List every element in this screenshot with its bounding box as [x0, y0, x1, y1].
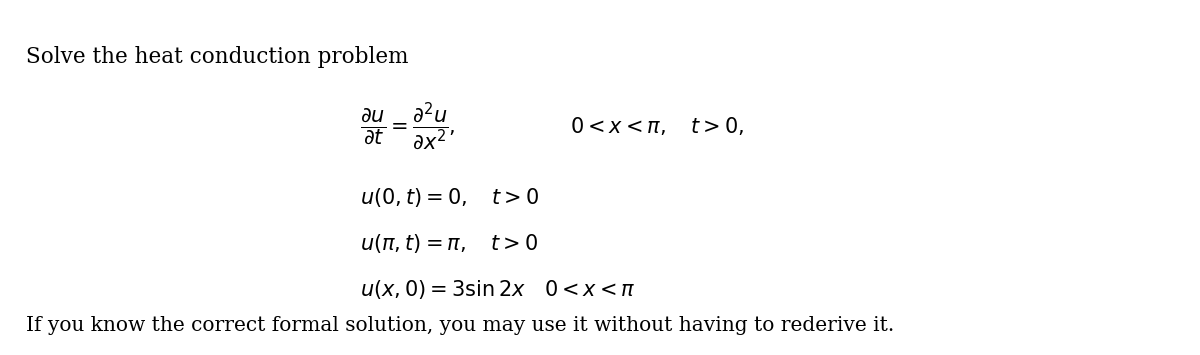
Text: $u(0, t) = 0, \quad t > 0$: $u(0, t) = 0, \quad t > 0$ — [360, 186, 539, 208]
Text: $0 < x < \pi, \quad t > 0,$: $0 < x < \pi, \quad t > 0,$ — [570, 115, 744, 137]
Text: $u(x, 0) = 3 \sin 2x \quad 0 < x < \pi$: $u(x, 0) = 3 \sin 2x \quad 0 < x < \pi$ — [360, 278, 636, 301]
Text: If you know the correct formal solution, you may use it without having to rederi: If you know the correct formal solution,… — [26, 316, 895, 335]
Text: Solve the heat conduction problem: Solve the heat conduction problem — [26, 46, 409, 68]
Text: $\dfrac{\partial u}{\partial t} = \dfrac{\partial^2 u}{\partial x^2},$: $\dfrac{\partial u}{\partial t} = \dfrac… — [360, 100, 456, 152]
Text: $u(\pi, t) = \pi, \quad t > 0$: $u(\pi, t) = \pi, \quad t > 0$ — [360, 232, 538, 255]
